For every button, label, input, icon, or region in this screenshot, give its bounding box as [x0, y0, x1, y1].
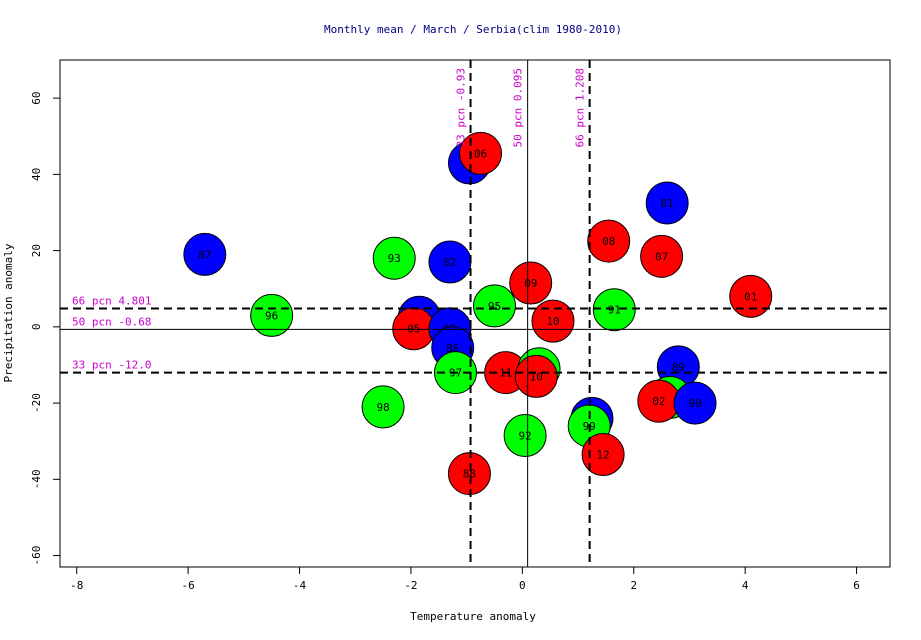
data-point: 92: [503, 413, 547, 457]
point-label: 88: [463, 468, 476, 481]
reference-line-label: 66 pcn 1.208: [574, 68, 587, 147]
data-point: 88: [447, 452, 491, 496]
data-point: 10: [514, 354, 558, 398]
data-point: 91: [592, 288, 636, 332]
data-point: 10: [531, 299, 575, 343]
x-tick-label: -4: [293, 579, 307, 592]
data-point: 87: [183, 232, 227, 276]
reference-line-label: 33 pcn -12.0: [72, 359, 151, 372]
point-label: 01: [744, 290, 757, 303]
point-marker: [447, 452, 491, 496]
point-label: 87: [198, 248, 211, 261]
x-tick-label: 6: [853, 579, 860, 592]
point-label: 89: [672, 361, 685, 374]
point-marker: [645, 181, 689, 225]
point-marker: [183, 232, 227, 276]
data-point: 95: [472, 284, 516, 328]
data-point: 08: [587, 219, 631, 263]
x-tick-label: 0: [519, 579, 526, 592]
reference-line-label: 50 pcn 0.095: [512, 68, 525, 147]
y-tick-label: 20: [30, 244, 43, 257]
data-point: 98: [361, 385, 405, 429]
reference-lines-layer: 33 pcn -0.93 50 pcn 0.095 66 pcn 1.208 66 p…: [60, 60, 890, 567]
y-tick-label: -20: [30, 393, 43, 413]
point-marker: [673, 381, 717, 425]
data-point: 02: [637, 379, 681, 423]
point-label: 91: [608, 304, 621, 317]
reference-line-label: 50 pcn -0.68: [72, 315, 151, 328]
points-layer: 8796939884058295869703068895110010091092…: [183, 131, 773, 496]
point-label: 06: [474, 147, 487, 160]
point-label: 82: [443, 256, 456, 269]
point-marker: [250, 293, 294, 337]
y-tick-label: 60: [30, 91, 43, 104]
data-point: 90: [673, 381, 717, 425]
y-tick-label: -60: [30, 546, 43, 566]
data-point: 93: [372, 236, 416, 280]
point-marker: [581, 433, 625, 477]
point-label: 96: [265, 309, 278, 322]
point-marker: [472, 284, 516, 328]
reference-line-label: 33 pcn -0.93: [455, 68, 468, 147]
data-point: 09: [509, 261, 553, 305]
data-point: 07: [640, 234, 684, 278]
point-marker: [361, 385, 405, 429]
point-marker: [514, 354, 558, 398]
point-label: 81: [661, 197, 674, 210]
point-marker: [509, 261, 553, 305]
point-marker: [592, 288, 636, 332]
point-label: 10: [530, 370, 543, 383]
point-label: 92: [519, 429, 532, 442]
reference-line-label: 66 pcn 4.801: [72, 295, 151, 308]
point-label: 95: [488, 300, 501, 313]
data-point: 12: [581, 433, 625, 477]
x-axis-label: Temperature anomaly: [410, 610, 536, 623]
point-label: 98: [376, 401, 389, 414]
chart-title: Monthly mean / March / Serbia(clim 1980-…: [324, 23, 622, 36]
y-axis-label: Precipitation anomaly: [2, 243, 15, 382]
point-marker: [503, 413, 547, 457]
x-tick-label: 2: [630, 579, 637, 592]
point-label: 02: [652, 395, 665, 408]
point-marker: [729, 274, 773, 318]
plot-frame: [59, 59, 891, 568]
x-tick-label: -8: [70, 579, 83, 592]
data-point: 81: [645, 181, 689, 225]
point-label: 09: [524, 277, 537, 290]
data-point: 96: [250, 293, 294, 337]
data-point: 82: [428, 240, 472, 284]
x-tick-label: -6: [181, 579, 194, 592]
point-marker: [372, 236, 416, 280]
point-label: 90: [688, 397, 701, 410]
point-label: 10: [546, 315, 559, 328]
point-label: 12: [596, 449, 609, 462]
point-marker: [640, 234, 684, 278]
point-label: 07: [655, 250, 668, 263]
point-marker: [587, 219, 631, 263]
x-tick-label: -2: [404, 579, 417, 592]
point-label: 08: [602, 235, 615, 248]
data-point: 01: [729, 274, 773, 318]
x-tick-label: 4: [742, 579, 749, 592]
y-tick-label: 0: [30, 324, 43, 331]
data-point: 05: [392, 307, 436, 351]
y-tick-label: 40: [30, 168, 43, 181]
y-tick-label: -40: [30, 469, 43, 489]
point-label: 93: [388, 252, 401, 265]
point-marker: [531, 299, 575, 343]
